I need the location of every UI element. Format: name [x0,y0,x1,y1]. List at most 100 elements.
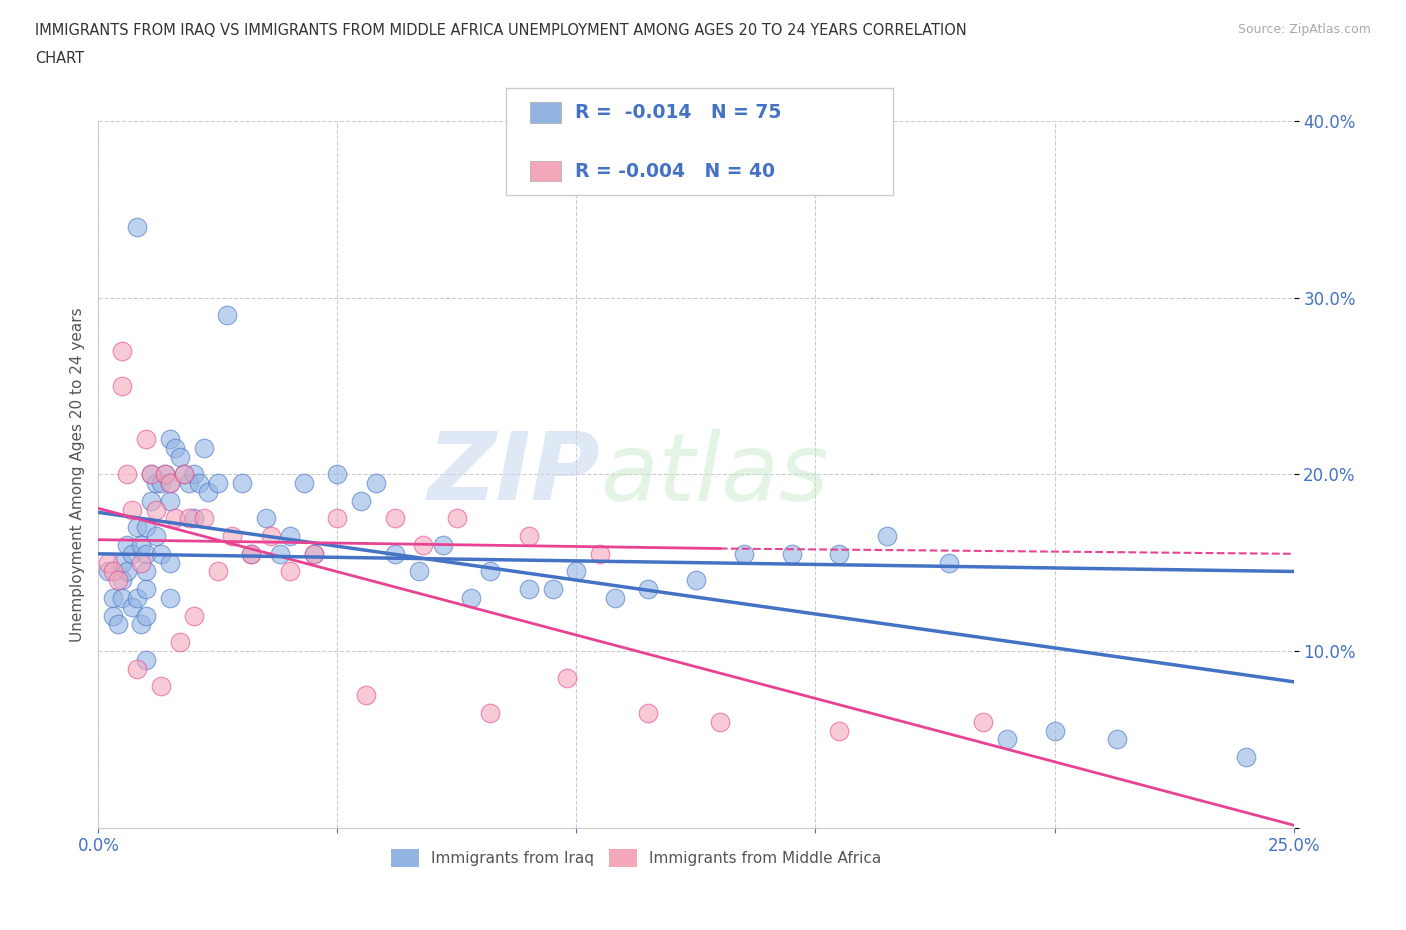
Point [278,528,301,543]
Legend: Immigrants from Iraq, Immigrants from Middle Africa: Immigrants from Iraq, Immigrants from Mi… [385,844,887,873]
Point [302,547,325,562]
Point [159,591,181,605]
Point [603,591,626,605]
Point [589,547,612,562]
Point [135,582,157,597]
Point [828,547,851,562]
Point [183,608,205,623]
Point [197,485,219,499]
Point [733,547,755,562]
Point [326,467,349,482]
Point [111,573,134,588]
Point [111,555,134,570]
Text: R = -0.004   N = 40: R = -0.004 N = 40 [575,162,775,180]
Point [121,547,143,562]
Point [193,512,215,526]
Point [187,475,209,491]
Point [125,520,148,535]
Point [446,512,468,526]
Point [135,564,157,578]
Point [269,547,291,562]
Point [183,512,205,526]
Point [149,679,172,694]
Point [179,512,201,526]
Point [159,555,181,570]
Point [121,600,143,615]
Point [97,555,120,570]
Point [193,441,215,456]
Point [125,591,148,605]
Point [115,467,138,482]
Text: CHART: CHART [35,51,84,66]
Point [163,441,186,456]
Y-axis label: Unemployment Among Ages 20 to 24 years: Unemployment Among Ages 20 to 24 years [69,307,84,642]
Point [183,467,205,482]
Point [131,618,153,632]
Point [173,467,195,482]
Point [145,475,167,491]
Point [97,564,120,578]
Point [131,555,153,570]
Point [1234,750,1257,764]
Point [115,538,138,552]
Point [101,564,124,578]
Point [384,512,406,526]
Point [254,512,277,526]
Text: IMMIGRANTS FROM IRAQ VS IMMIGRANTS FROM MIDDLE AFRICA UNEMPLOYMENT AMONG AGES 20: IMMIGRANTS FROM IRAQ VS IMMIGRANTS FROM … [35,23,967,38]
Point [709,714,731,729]
Point [207,475,229,491]
Point [155,467,177,482]
Point [149,475,172,491]
Point [278,564,301,578]
Point [221,528,243,543]
Point [135,520,157,535]
Point [173,467,195,482]
Point [135,547,157,562]
Point [149,547,172,562]
Point [1043,724,1066,738]
Point [685,573,707,588]
Point [115,564,138,578]
Point [111,591,134,605]
Point [460,591,482,605]
Text: atlas: atlas [600,429,828,520]
Point [101,608,124,623]
Point [350,493,373,508]
Point [555,670,578,684]
Point [107,618,129,632]
Point [159,432,181,446]
Point [565,564,588,578]
Point [163,512,186,526]
Point [111,343,134,358]
Point [179,475,201,491]
Point [432,538,454,552]
Text: R =  -0.014   N = 75: R = -0.014 N = 75 [575,103,782,122]
Point [408,564,430,578]
Point [169,449,191,464]
Point [292,475,315,491]
Point [259,528,281,543]
Point [780,547,803,562]
Point [135,653,157,668]
Point [479,564,502,578]
Point [111,379,134,393]
Point [384,547,406,562]
Point [159,493,181,508]
Point [145,502,167,517]
Point [159,475,181,491]
Point [302,547,325,562]
Point [125,219,148,234]
Point [637,582,659,597]
Point [159,475,181,491]
Point [240,547,263,562]
Point [828,724,851,738]
Text: ZIP: ZIP [427,429,600,520]
Point [169,634,191,649]
Point [145,528,167,543]
Point [139,467,162,482]
Point [131,538,153,552]
Point [876,528,898,543]
Point [517,528,540,543]
Point [995,732,1018,747]
Point [938,555,960,570]
